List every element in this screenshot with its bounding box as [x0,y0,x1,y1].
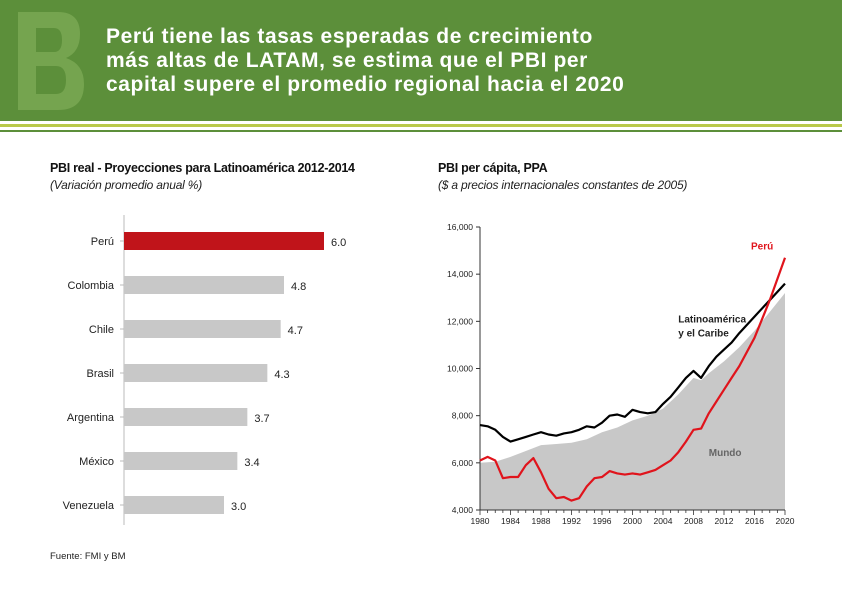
divider-stripe-accent [0,124,842,127]
x-tick-label: 1996 [593,516,612,526]
x-tick-label: 2016 [745,516,764,526]
line-chart: 4,000 6,000 8,000 10,000 12,000 14,000 16,000 1… [447,222,795,526]
bar-value-label: 3.0 [231,501,246,513]
slide-title: Perú tiene las tasas esperadas de crecim… [106,25,826,97]
bar-chart-subtitle: (Variación promedio anual %) [50,178,203,192]
y-tick-label: 12,000 [447,316,473,326]
x-tick-label: 1988 [532,516,551,526]
y-tick-label: 4,000 [452,505,474,515]
x-tick-label: 1980 [471,516,490,526]
bar-category-label: México [79,456,114,468]
bar [124,496,224,514]
x-tick-label: 2000 [623,516,642,526]
x-tick-label: 2008 [684,516,703,526]
bar [124,276,284,294]
source-note: Fuente: FMI y BM [50,551,126,562]
y-tick-label: 6,000 [452,458,474,468]
bar-value-label: 4.7 [288,325,303,337]
world-series-label: Mundo [709,448,742,459]
bar [124,408,248,426]
divider-stripe [0,127,842,130]
bar-highlight [124,232,324,250]
bar-chart-title: PBI real - Proyecciones para Latinoaméri… [50,161,355,175]
latam-series-line [479,282,786,443]
bar-category-label: Perú [91,236,114,248]
bar-value-label: 3.7 [254,413,269,425]
x-tick-label: 2020 [776,516,795,526]
bar-chart: Perú 6.0 Colombia 4.8 Chile 4.7 Brasil 4.3 Argen… [63,215,346,525]
peru-series-line [479,257,787,502]
line-chart-subtitle: ($ a precios internacionales constantes … [438,178,688,192]
bar-category-label: Argentina [67,412,115,424]
bar-value-label: 3.4 [244,457,259,469]
bar [124,364,268,382]
title-line: Perú tiene las tasas esperadas de crecim… [106,25,593,48]
bar-value-label: 6.0 [331,237,346,249]
bar-category-label: Venezuela [63,500,115,512]
divider-stripe [0,121,842,124]
x-tick-label: 2004 [654,516,673,526]
divider-stripe [0,130,842,132]
bar-value-label: 4.8 [291,281,306,293]
world-area [480,293,785,510]
peru-series-label: Perú [751,241,773,252]
y-tick-label: 8,000 [452,411,474,421]
bank-logo-icon [18,12,84,110]
x-tick-label: 2012 [715,516,734,526]
title-line: capital supere el promedio regional haci… [106,73,625,96]
bar [124,452,238,470]
y-tick-label: 10,000 [447,364,473,374]
header-band: Perú tiene las tasas esperadas de crecim… [0,0,842,121]
x-tick-label: 1984 [501,516,520,526]
latam-series-label: y el Caribe [678,329,729,340]
bar-category-label: Colombia [68,280,115,292]
y-tick-label: 16,000 [447,222,473,232]
bar-category-label: Brasil [86,368,114,380]
bar [124,320,281,338]
x-tick-label: 1992 [562,516,581,526]
latam-series-label: Latinoamérica [678,315,746,326]
line-chart-title: PBI per cápita, PPA [438,161,548,175]
bar-value-label: 4.3 [274,369,289,381]
bar-category-label: Chile [89,324,114,336]
title-line: más altas de LATAM, se estima que el PBI… [106,49,588,72]
y-tick-label: 14,000 [447,269,473,279]
